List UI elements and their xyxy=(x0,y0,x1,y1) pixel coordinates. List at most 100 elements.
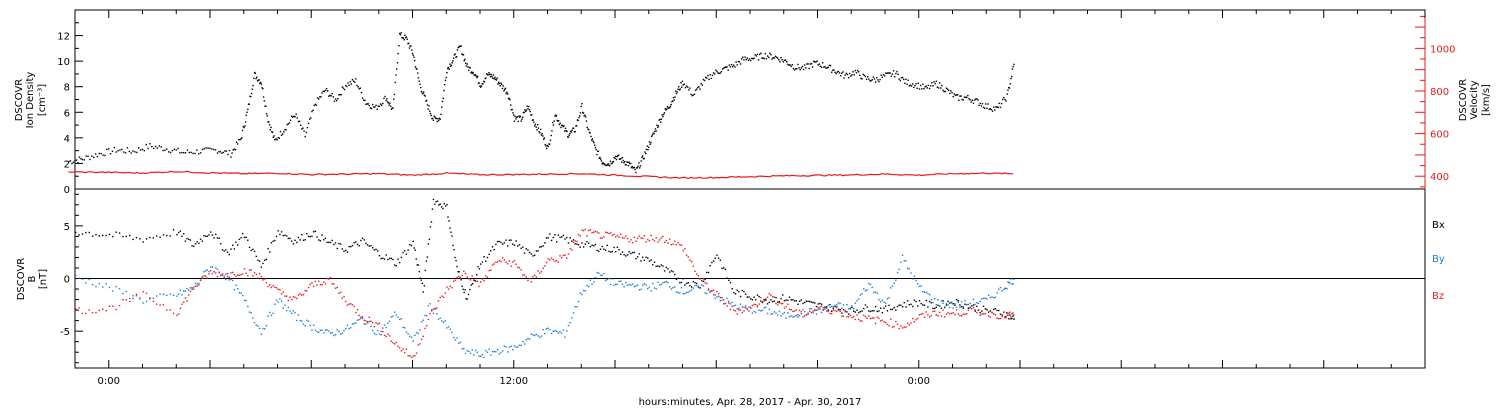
by-point xyxy=(615,283,617,286)
by-point xyxy=(582,289,585,292)
bx-point xyxy=(242,232,244,235)
bx-point xyxy=(841,312,843,314)
density-point xyxy=(565,129,567,132)
bz-point xyxy=(459,277,462,280)
density-point xyxy=(1002,98,1004,101)
bx-point xyxy=(547,237,549,239)
density-point xyxy=(164,149,166,151)
bx-point xyxy=(630,252,632,255)
bx-point xyxy=(152,237,155,239)
by-point xyxy=(328,330,330,332)
bx-point xyxy=(581,242,583,244)
density-point xyxy=(386,98,388,100)
density-point xyxy=(284,128,286,131)
bx-point xyxy=(802,302,804,305)
bx-point xyxy=(323,238,325,241)
bx-point xyxy=(601,245,603,248)
density-point xyxy=(660,118,663,120)
density-point xyxy=(570,130,572,133)
bx-point xyxy=(442,207,444,210)
bx-point xyxy=(464,289,466,291)
density-point xyxy=(296,117,299,119)
density-point xyxy=(607,163,609,165)
bz-point xyxy=(795,309,797,311)
bx-point xyxy=(527,249,529,251)
density-point xyxy=(957,94,959,96)
density-point xyxy=(935,80,938,83)
density-point xyxy=(521,118,523,120)
bz-point xyxy=(866,317,868,320)
bz-point xyxy=(243,268,246,270)
bz-point xyxy=(328,278,330,280)
density-point xyxy=(591,139,593,141)
by-point xyxy=(237,288,239,290)
bx-point xyxy=(729,281,732,284)
density-point xyxy=(158,145,161,147)
density-point xyxy=(913,86,915,89)
density-point xyxy=(489,75,492,78)
density-point xyxy=(588,131,591,134)
by-point xyxy=(736,307,738,310)
bx-point xyxy=(577,244,580,246)
bx-point xyxy=(363,239,365,241)
by-point xyxy=(598,272,600,274)
by-point xyxy=(831,305,833,308)
bz-point xyxy=(545,261,548,264)
bz-point xyxy=(643,235,646,237)
bz-point xyxy=(906,322,909,324)
bz-point xyxy=(822,309,824,311)
by-point xyxy=(758,309,760,311)
density-point xyxy=(600,158,602,160)
by-point xyxy=(918,285,921,287)
by-point xyxy=(360,317,362,320)
by-point xyxy=(454,339,457,341)
bz-point xyxy=(218,271,220,273)
bx-point xyxy=(221,249,224,251)
bz-point xyxy=(1005,317,1007,319)
bx-point xyxy=(91,235,94,237)
by-point xyxy=(532,334,534,336)
bz-point xyxy=(264,278,266,280)
by-point xyxy=(971,305,973,307)
bz-point xyxy=(453,280,455,282)
bz-point xyxy=(410,356,413,358)
density-point xyxy=(467,66,469,68)
by-point xyxy=(420,321,423,323)
bz-point xyxy=(925,311,927,313)
bz-point xyxy=(810,311,813,314)
bz-point xyxy=(868,315,870,317)
bz-point xyxy=(552,259,554,261)
bz-point xyxy=(360,316,362,318)
density-point xyxy=(512,112,514,114)
bz-point xyxy=(993,313,995,315)
bz-point xyxy=(331,283,333,285)
by-point xyxy=(334,333,337,336)
density-point xyxy=(680,81,682,84)
density-point xyxy=(705,76,707,79)
bz-point xyxy=(409,355,411,357)
density-point xyxy=(960,95,962,97)
density-point xyxy=(479,85,481,87)
by-point xyxy=(505,346,507,348)
bz-point xyxy=(361,316,364,318)
density-point xyxy=(417,72,419,74)
bx-point xyxy=(763,298,765,301)
by-point xyxy=(842,304,845,306)
bx-point xyxy=(98,235,101,237)
bz-point xyxy=(869,317,872,320)
bz-point xyxy=(738,308,740,311)
bx-point xyxy=(285,235,288,237)
by-point xyxy=(441,320,443,322)
density-point xyxy=(672,100,674,102)
density-point xyxy=(870,80,872,82)
bz-point xyxy=(851,316,853,319)
bz-point xyxy=(474,280,477,282)
by-point xyxy=(623,286,625,288)
bz-point xyxy=(766,296,769,298)
by-point xyxy=(674,286,676,288)
density-point xyxy=(820,66,823,69)
by-point xyxy=(657,281,659,284)
density-point xyxy=(916,87,918,90)
density-point xyxy=(718,72,720,75)
density-point xyxy=(527,108,529,110)
